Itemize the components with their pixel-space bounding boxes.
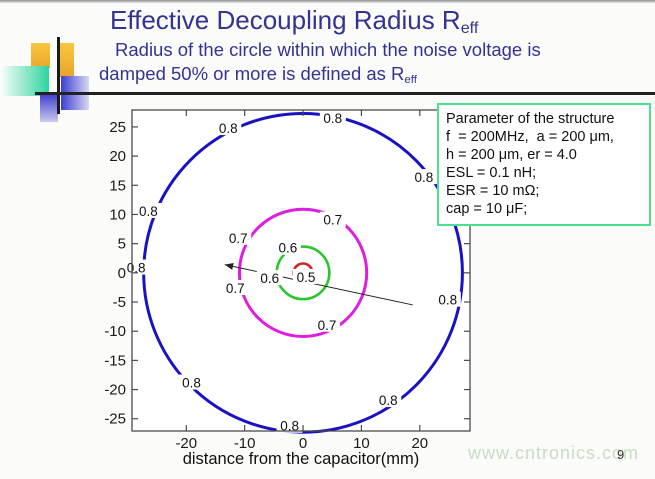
svg-text:0.8: 0.8 [280, 419, 299, 434]
param-line-h-er: h = 200 μm, er = 4.0 [446, 147, 577, 163]
svg-text:0.6: 0.6 [260, 271, 279, 286]
param-line-cap: cap = 10 μF; [446, 201, 528, 217]
svg-text:0.7: 0.7 [323, 213, 342, 228]
slide-subtitle: Radius of the circle within which the no… [99, 38, 541, 92]
param-line-esr: ESR = 10 mΩ; [446, 183, 540, 199]
decoupling-contour-chart: 0.80.80.80.80.80.80.80.80.80.70.70.70.70… [104, 109, 471, 468]
svg-text:-10: -10 [234, 435, 256, 452]
logo-square-yellow-left [31, 43, 50, 68]
parameter-box: Parameter of the structure f = 200MHz, a… [437, 103, 651, 226]
svg-text:15: 15 [109, 177, 126, 194]
svg-text:0.8: 0.8 [438, 293, 457, 308]
subtitle-line-2: damped 50% or more is defined as Reff [99, 62, 541, 92]
svg-text:10: 10 [109, 206, 126, 223]
param-box-title: Parameter of the structure [446, 111, 615, 127]
svg-text:0.8: 0.8 [182, 376, 201, 391]
title-subscript: eff [460, 19, 479, 38]
svg-text:-5: -5 [113, 294, 126, 311]
svg-text:-10: -10 [104, 323, 126, 340]
subtitle-line-1: Radius of the circle within which the no… [115, 39, 541, 60]
logo-square-yellow-right [59, 43, 74, 77]
logo-square-blue-lower [40, 95, 58, 122]
watermark-text: www.cntronics.com [468, 443, 640, 463]
svg-text:0.8: 0.8 [414, 170, 433, 185]
svg-text:0.8: 0.8 [379, 393, 398, 408]
svg-text:0.7: 0.7 [229, 231, 248, 246]
svg-text:-25: -25 [104, 411, 126, 428]
svg-text:-20: -20 [104, 382, 126, 399]
top-border [0, 0, 655, 3]
svg-text:0.7: 0.7 [226, 281, 245, 296]
page-number: 9 [617, 447, 625, 462]
logo-square-green [2, 66, 49, 96]
param-line-f-a: f = 200MHz, a = 200 μm, [446, 129, 614, 145]
svg-text:0.8: 0.8 [219, 121, 238, 136]
header-divider-line [35, 92, 655, 95]
svg-text:-20: -20 [175, 435, 197, 452]
svg-text:0.8: 0.8 [139, 204, 158, 219]
svg-text:25: 25 [109, 119, 126, 136]
svg-text:0.7: 0.7 [318, 318, 337, 333]
svg-text:5: 5 [118, 236, 126, 253]
svg-text:0: 0 [299, 435, 307, 452]
slide-title: Effective Decoupling Radius Reff [110, 5, 478, 38]
svg-text:0.6: 0.6 [278, 241, 297, 256]
param-line-esl: ESL = 0.1 nH; [446, 165, 537, 181]
logo-vertical-line [57, 37, 60, 114]
svg-text:0: 0 [118, 265, 126, 282]
svg-text:20: 20 [411, 435, 428, 452]
svg-text:-15: -15 [104, 352, 126, 369]
svg-text:0.5: 0.5 [297, 270, 316, 285]
svg-text:0.8: 0.8 [323, 111, 342, 126]
svg-text:10: 10 [353, 435, 370, 452]
subtitle-line-2-text: damped 50% or more is defined as R [99, 63, 405, 84]
subtitle-subscript: eff [404, 73, 417, 86]
title-text: Effective Decoupling Radius R [110, 5, 461, 35]
svg-text:20: 20 [109, 148, 126, 165]
svg-text:distance from the capacitor(mm: distance from the capacitor(mm) [183, 450, 420, 468]
